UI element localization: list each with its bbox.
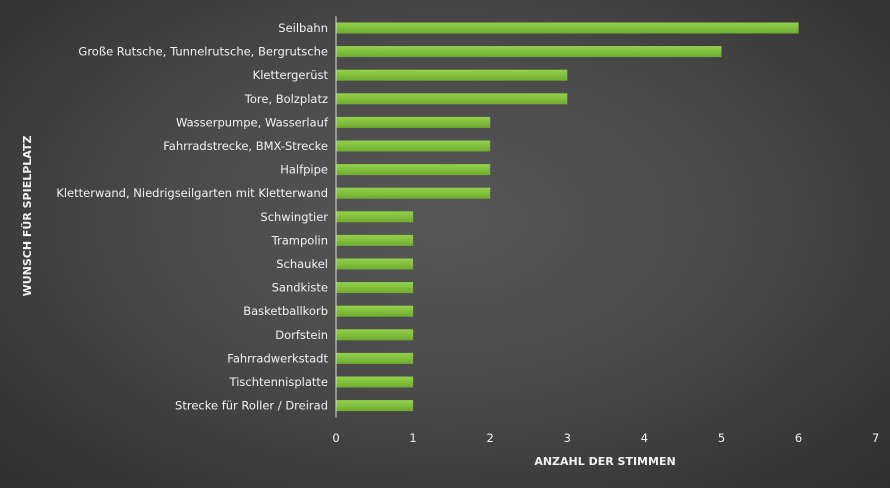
bar-10 <box>336 234 414 246</box>
x-tick-label: 1 <box>409 431 416 445</box>
x-tick-label: 3 <box>564 431 571 445</box>
x-tick-label: 5 <box>718 431 725 445</box>
bar-4 <box>336 93 568 105</box>
bar-9 <box>336 211 414 223</box>
bar-17 <box>336 400 414 412</box>
category-label: Trampolin <box>271 233 328 247</box>
category-labels: Seilbahn Große Rutsche, Tunnelrutsche, Be… <box>56 21 329 413</box>
bar-15 <box>336 352 414 364</box>
category-label: Fahrradstrecke, BMX-Strecke <box>163 139 328 153</box>
category-label: Klettergerüst <box>253 68 329 82</box>
category-label: Kletterwand, Niedrigseilgarten mit Klett… <box>56 186 328 200</box>
bar-13 <box>336 305 414 317</box>
x-axis-title: ANZAHL DER STIMMEN <box>534 455 675 468</box>
category-label: Strecke für Roller / Dreirad <box>175 399 328 413</box>
bar-7 <box>336 164 491 176</box>
category-label: Dorfstein <box>275 328 328 342</box>
y-axis-title: WUNSCH FÜR SPIELPLATZ <box>20 136 34 297</box>
category-label: Große Rutsche, Tunnelrutsche, Bergrutsch… <box>78 45 328 59</box>
x-tick-label: 2 <box>487 431 494 445</box>
bar-3 <box>336 69 568 81</box>
category-label: Sandkiste <box>272 281 328 295</box>
x-tick-label: 7 <box>872 431 879 445</box>
bar-12 <box>336 282 414 294</box>
bar-16 <box>336 376 414 388</box>
category-label: Halfpipe <box>280 163 328 177</box>
bar-2 <box>336 46 722 58</box>
bar-5 <box>336 116 491 128</box>
bar-6 <box>336 140 491 152</box>
x-tick-labels: 0 1 2 3 4 5 6 7 <box>332 431 879 445</box>
category-label: Basketballkorb <box>243 304 328 318</box>
bar-14 <box>336 329 414 341</box>
x-tick-label: 6 <box>795 431 802 445</box>
bar-1 <box>336 22 799 34</box>
bar-8 <box>336 187 491 199</box>
category-label: Tore, Bolzplatz <box>244 92 328 106</box>
category-label: Tischtennisplatte <box>229 375 328 389</box>
category-label: Fahrradwerkstadt <box>227 351 328 365</box>
bar-11 <box>336 258 414 270</box>
category-label: Seilbahn <box>278 21 328 35</box>
x-tick-label: 0 <box>332 431 339 445</box>
category-label: Schwingtier <box>260 210 328 224</box>
category-label: Schaukel <box>276 257 328 271</box>
category-label: Wasserpumpe, Wasserlauf <box>176 115 329 129</box>
bars-group <box>336 22 799 412</box>
x-tick-label: 4 <box>641 431 648 445</box>
